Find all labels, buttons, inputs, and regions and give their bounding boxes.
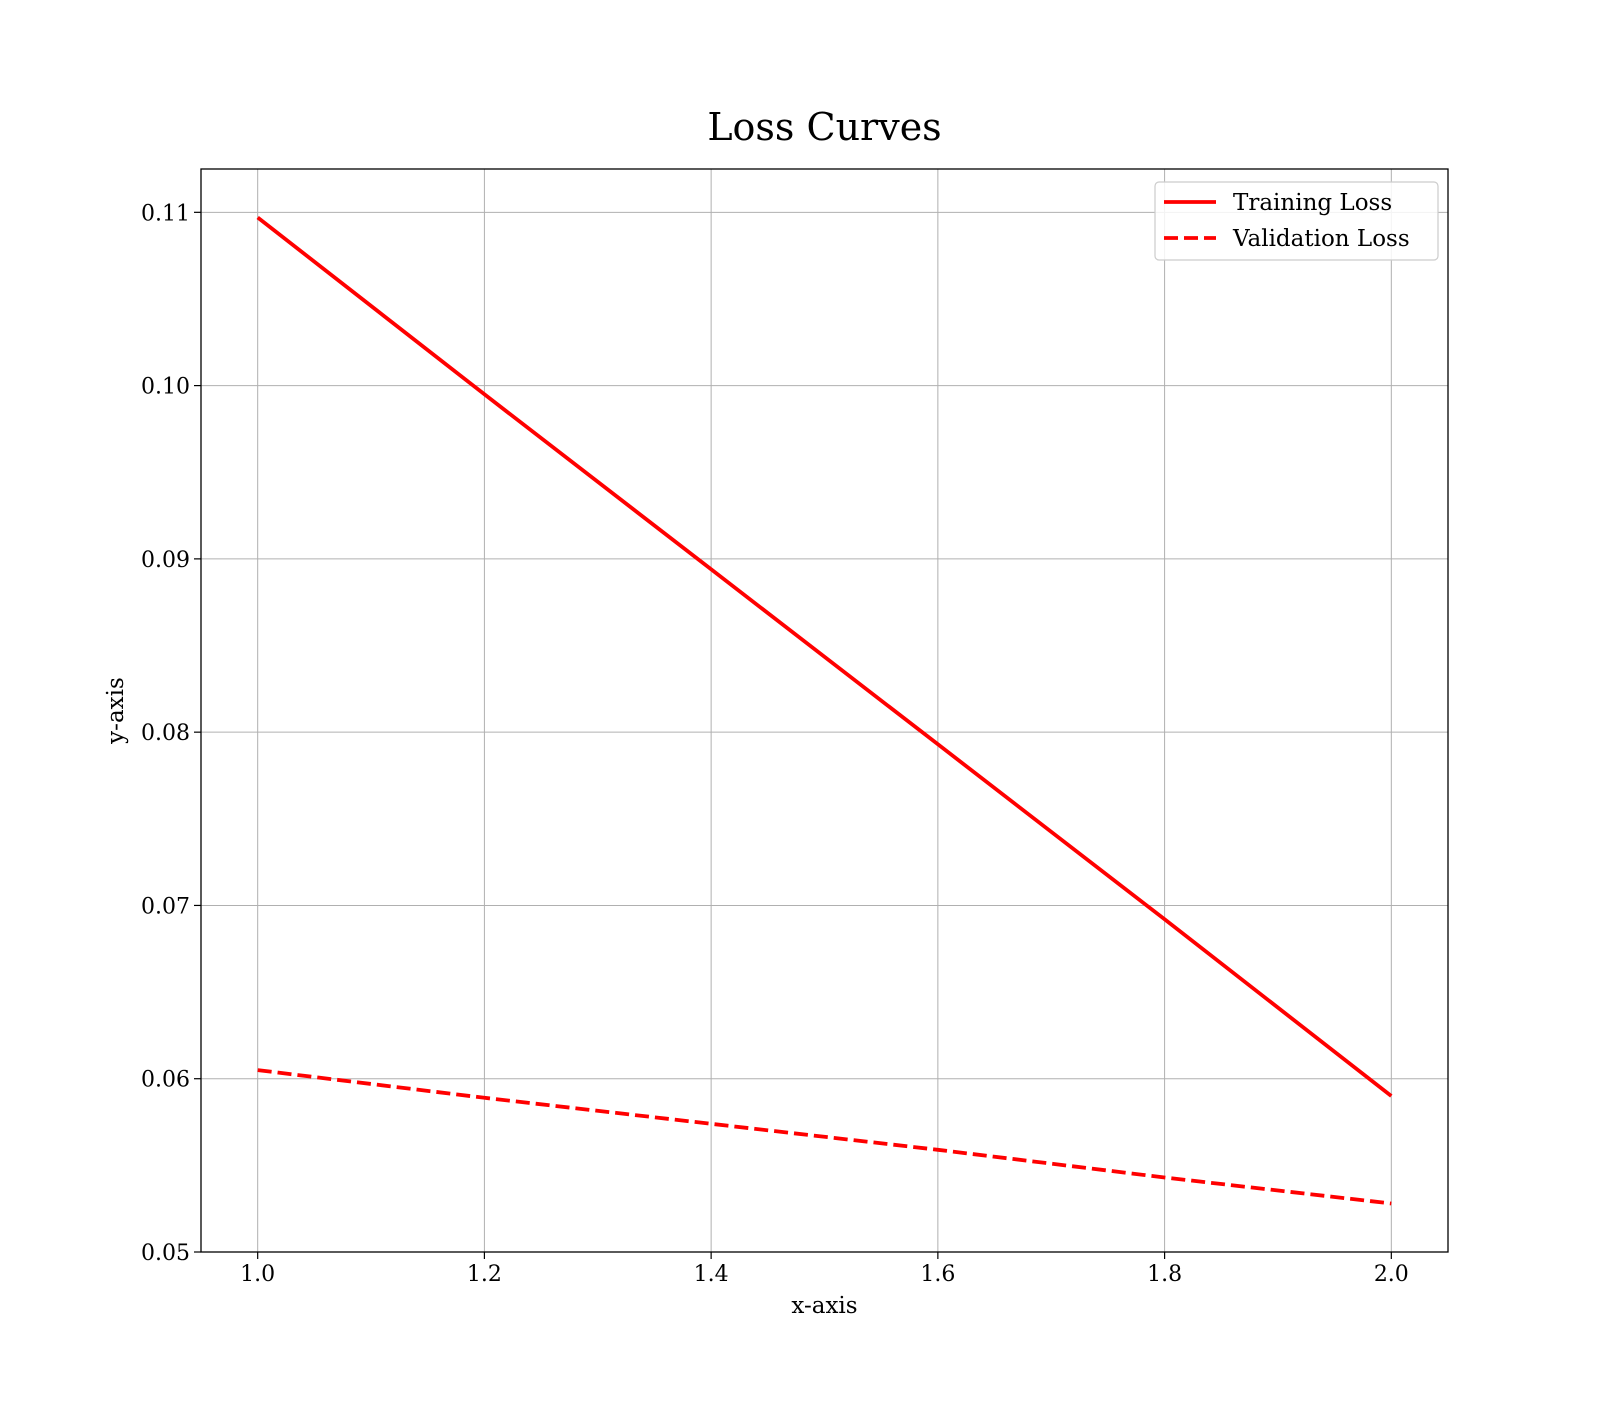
x-tick-label: 1.0 bbox=[240, 1262, 275, 1287]
x-tick-label: 2.0 bbox=[1374, 1262, 1409, 1287]
plot-frame bbox=[200, 168, 1449, 1253]
y-tick-label: 0.09 bbox=[141, 548, 190, 573]
y-tick-label: 0.07 bbox=[141, 894, 190, 919]
x-tick-label: 1.6 bbox=[920, 1262, 955, 1287]
legend: Training Loss Validation Loss bbox=[1154, 181, 1439, 261]
series-line-1 bbox=[257, 1068, 1392, 1206]
grid-lines bbox=[201, 169, 1448, 1253]
series-lines bbox=[256, 216, 1393, 1206]
legend-box bbox=[1154, 181, 1439, 261]
y-ticks: 0.05 0.06 0.07 0.08 0.09 0.10 0.11 bbox=[141, 201, 201, 1266]
y-tick-label: 0.11 bbox=[141, 201, 190, 226]
y-tick-label: 0.05 bbox=[141, 1241, 190, 1266]
x-tick-label: 1.2 bbox=[467, 1262, 502, 1287]
y-tick-label: 0.10 bbox=[141, 375, 190, 400]
legend-label-0: Training Loss bbox=[1233, 190, 1392, 216]
legend-label-1: Validation Loss bbox=[1232, 226, 1410, 252]
y-tick-label: 0.08 bbox=[141, 721, 190, 746]
x-tick-label: 1.8 bbox=[1147, 1262, 1182, 1287]
series-line-0 bbox=[256, 216, 1393, 1098]
x-ticks: 1.0 1.2 1.4 1.6 1.8 2.0 bbox=[240, 1252, 1409, 1287]
y-tick-label: 0.06 bbox=[141, 1068, 190, 1093]
chart-title: Loss Curves bbox=[707, 105, 941, 149]
x-axis-label: x-axis bbox=[791, 1293, 857, 1319]
x-tick-label: 1.4 bbox=[694, 1262, 729, 1287]
y-axis-label: y-axis bbox=[103, 677, 129, 745]
